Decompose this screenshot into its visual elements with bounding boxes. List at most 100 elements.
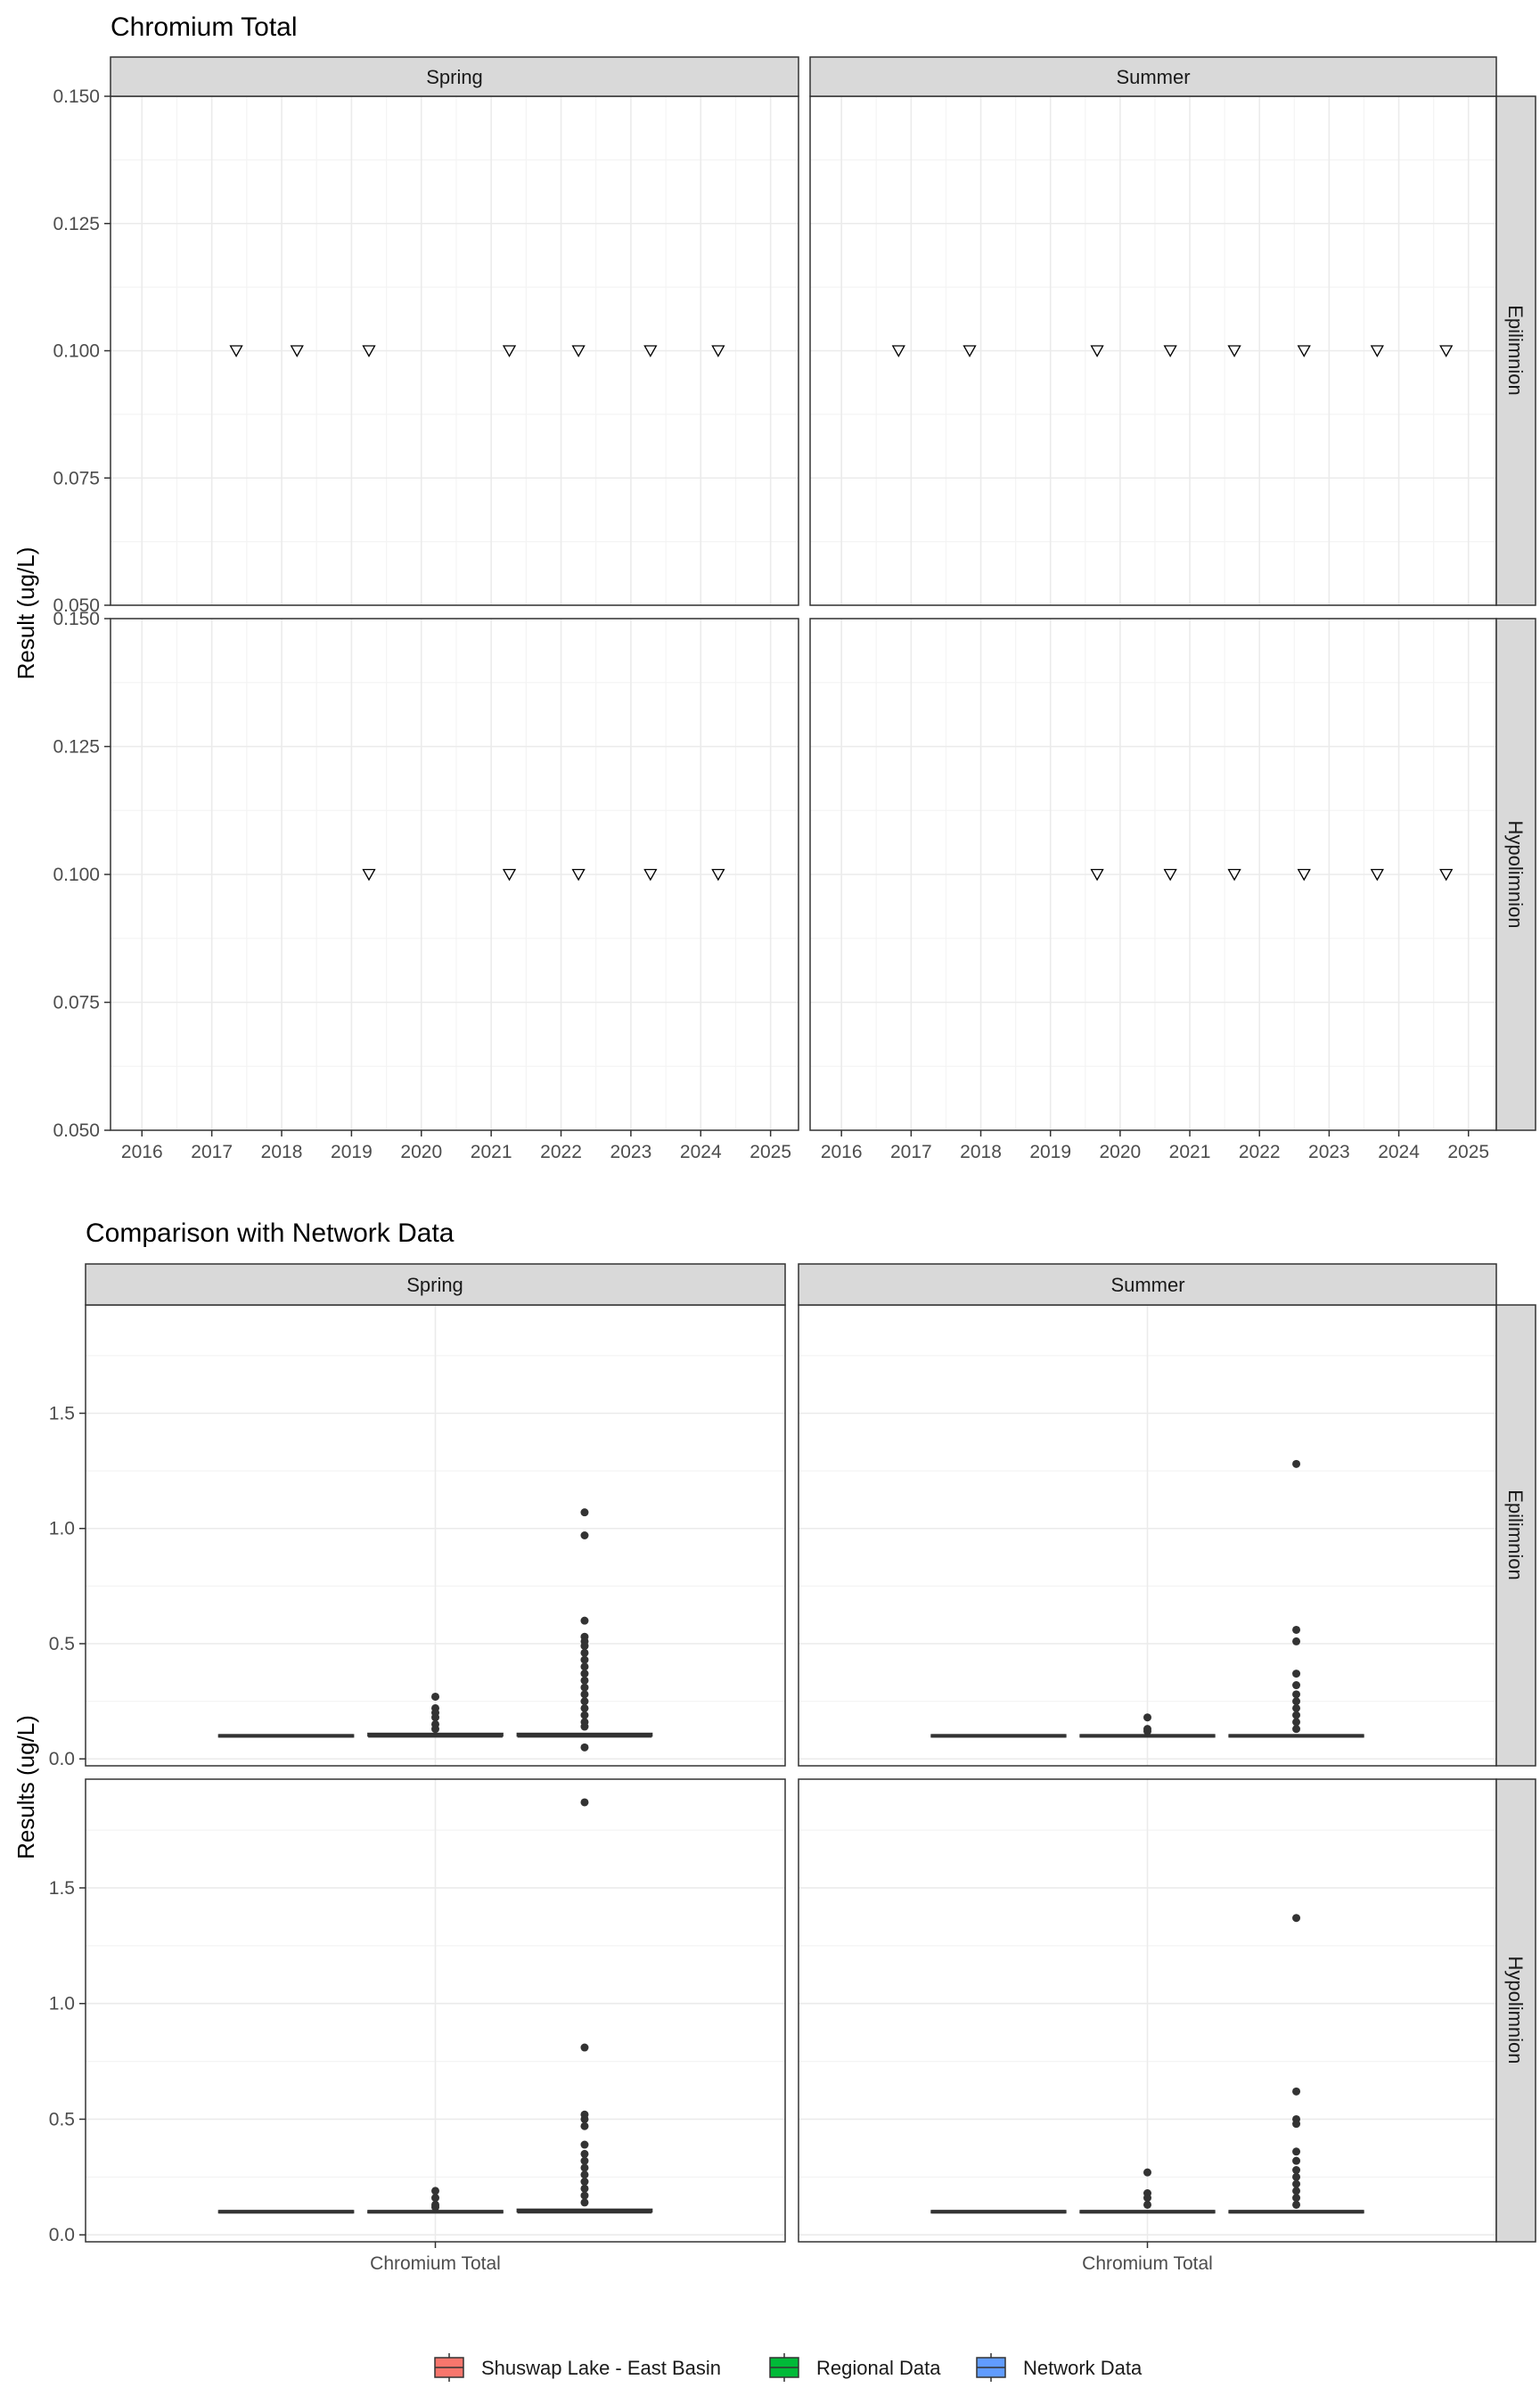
chart1-strip-epilimnion: Epilimnion [1495,95,1536,606]
outlier-point [1292,2087,1301,2096]
data-point [502,345,517,357]
chart1-y-axis-label: Result (ug/L) [12,547,39,680]
data-point [643,868,658,882]
x-tick-label: 2017 [191,1142,233,1162]
chart2-strip-summer: Summer [798,1263,1497,1306]
box-shuswap-lake-east-basin [217,1734,355,1738]
x-tick-label: 2018 [261,1142,303,1162]
data-point [711,345,725,357]
outlier-point [580,1703,589,1712]
outlier-point [580,1711,589,1719]
box-network-data [1228,1459,1364,1738]
outlier-point [1292,1625,1301,1634]
outlier-point [1292,1670,1301,1678]
outlier-point [1292,1697,1301,1706]
outlier-point [580,2184,589,2193]
y-tick-label: 0.050 [53,595,100,616]
outlier-point [580,1648,589,1657]
outlier-point [1143,2194,1151,2203]
chart2-panel-spring-epilimnion: 0.0 0.5 1.0 1.5 [49,1304,786,1769]
legend-label-network: Network Data [1023,2357,1143,2379]
chart2-title: Comparison with Network Data [86,1219,455,1248]
outlier-point [1292,1690,1301,1699]
y-tick-label: 0.075 [53,468,100,488]
data-point [891,345,905,357]
outlier-point [580,1616,589,1625]
outlier-point [580,2163,589,2172]
outlier-point [1292,1718,1301,1727]
chart2-strip-spring: Spring [85,1263,786,1306]
outlier-point [580,1670,589,1678]
chart1-strip-summer-label: Summer [1116,66,1190,88]
chart2-panel-spring-hypolimnion: 0.0 0.5 1.0 1.5 Chromium Total [49,1778,786,2274]
chart2-strip-epilimnion: Epilimnion [1495,1304,1536,1767]
data-point [1297,868,1311,882]
outlier-point [580,2121,589,2130]
data-point [1163,868,1177,882]
y-tick-label: 0.100 [53,865,100,885]
outlier-point [580,1655,589,1664]
data-point [1439,345,1454,357]
outlier-point [1292,2200,1301,2209]
x-tick-label: 2023 [610,1142,652,1162]
chart2-y-axis-label: Results (ug/L) [12,1715,39,1859]
box-regional-data [1079,1713,1216,1738]
outlier-point [580,2178,589,2187]
data-point [362,345,376,357]
x-tick-label: 2022 [1239,1142,1281,1162]
data-point [1227,345,1241,357]
chart2-strip-hypolimnion: Hypolimnion [1495,1778,1536,2243]
y-tick-label: 0.150 [53,609,100,629]
y-tick-label: 0.050 [53,1120,100,1141]
outlier-point [1292,1914,1301,1923]
chart1-strip-hypolimnion-label: Hypolimnion [1504,820,1527,928]
chart1-panel-spring-epilimnion: 0.050 0.075 0.100 0.125 0.150 [53,86,799,616]
data-point [502,868,517,882]
y-tick-label: 1.0 [49,1519,75,1539]
data-point [571,345,586,357]
y-tick-label: 1.0 [49,1994,75,2014]
y-tick-label: 0.0 [49,1749,75,1769]
chart1-panel-summer-hypolimnion: 2016 2017 2018 2019 2020 2021 2022 2023 2024 2025 [809,618,1497,1162]
x-tick-label: 2025 [1447,1142,1489,1162]
outlier-point [1143,2168,1151,2177]
data-point [1227,868,1241,882]
data-point [1090,868,1104,882]
x-tick-label: 2017 [890,1142,932,1162]
x-tick-label: Chromium Total [370,2253,501,2274]
outlier-point [1292,2147,1301,2156]
outlier-point [1292,1637,1301,1645]
x-tick-label: 2021 [1169,1142,1211,1162]
data-point [571,868,586,882]
data-point [1090,345,1104,357]
data-point [1297,345,1311,357]
outlier-point [1292,2179,1301,2188]
outlier-point [1292,1703,1301,1712]
y-tick-label: 0.125 [53,214,100,234]
outlier-point [1292,2194,1301,2203]
x-tick-label: 2016 [821,1142,863,1162]
box-shuswap-lake-east-basin [217,2210,355,2214]
outlier-point [1292,2156,1301,2165]
x-tick-label: 2019 [331,1142,373,1162]
box-network-data [516,1798,653,2214]
outlier-point [580,2140,589,2149]
legend: Shuswap Lake - East Basin Regional Data … [434,2353,1143,2382]
x-tick-label: 2016 [121,1142,163,1162]
outlier-point [580,1683,589,1692]
outlier-point [431,1692,439,1701]
outlier-point [1292,1725,1301,1734]
outlier-point [580,2170,589,2179]
x-tick-label: 2018 [960,1142,1002,1162]
y-tick-label: 0.0 [49,2225,75,2245]
outlier-point [1143,1727,1151,1735]
box-shuswap-lake-east-basin [930,1734,1067,1738]
y-tick-label: 0.100 [53,341,100,362]
x-tick-label: 2024 [1378,1142,1420,1162]
legend-item-regional: Regional Data [769,2353,941,2382]
outlier-point [1143,2200,1151,2209]
outlier-point [1292,1681,1301,1690]
y-tick-label: 1.5 [49,1403,75,1424]
y-tick-label: 0.075 [53,993,100,1013]
outlier-point [580,1508,589,1517]
